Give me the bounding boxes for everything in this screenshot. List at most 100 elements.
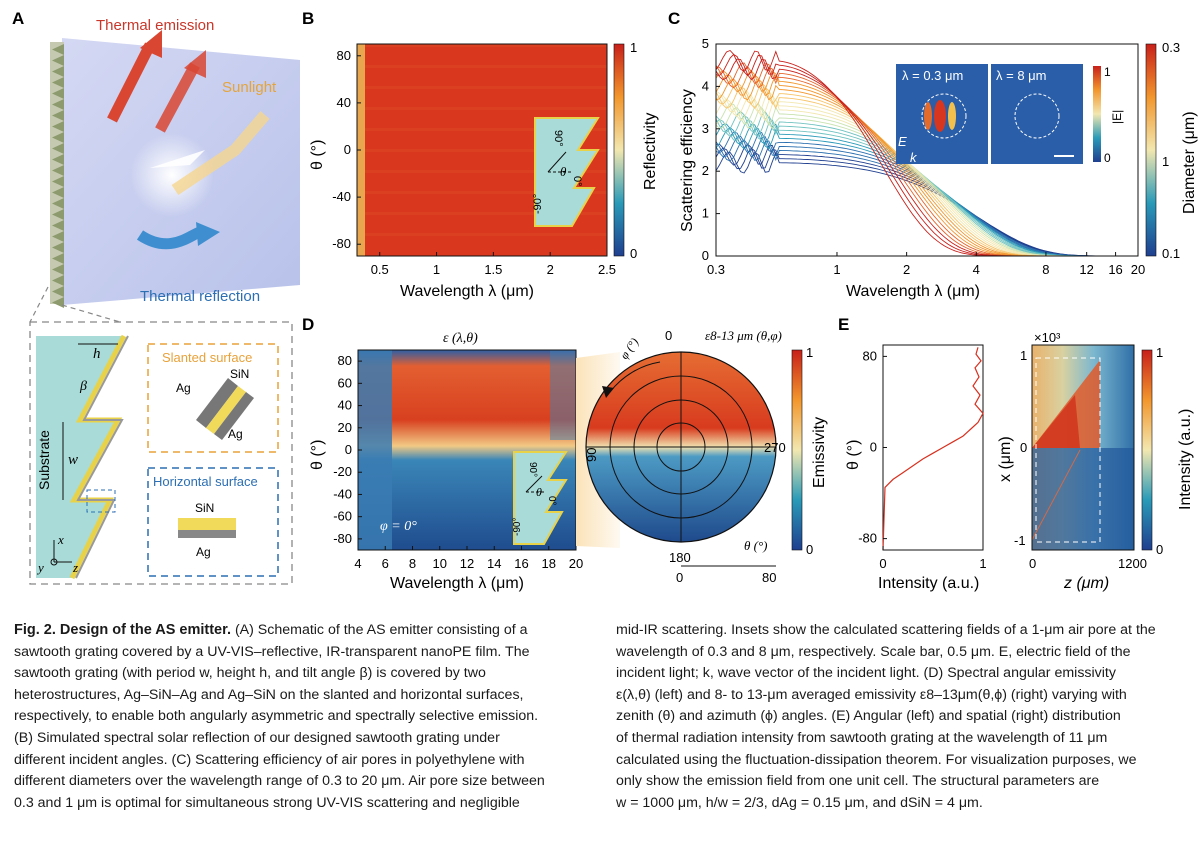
b-ytick-label-0: 80 xyxy=(337,48,351,63)
horizontal-ag-bar xyxy=(178,530,236,538)
panel-e-left-xlabel: Intensity (a.u.) xyxy=(878,575,979,592)
panel-e-right-frame xyxy=(1031,344,1135,551)
h-label: h xyxy=(93,346,101,362)
substrate-label: Substrate xyxy=(36,430,52,490)
panel-e-right-xlabel: z (μm) xyxy=(1063,575,1109,592)
d-ytick-label-7: -60 xyxy=(333,509,352,524)
c-xtick-label-3: 4 xyxy=(973,262,980,277)
inset-right-title: λ = 8 μm xyxy=(996,68,1046,83)
inset-left-pore xyxy=(921,93,967,139)
panel-c-cbar-tick-mid: 1 xyxy=(1162,154,1169,169)
axis-y-label: y xyxy=(36,560,44,575)
panel-b-ticks: 0.5 1 1.5 2 2.5 80 40 0 -40 -80 xyxy=(332,48,616,277)
caption-right-column: mid-IR scattering. Insets show the calcu… xyxy=(616,620,1184,814)
panel-b-ylabel: θ (°) xyxy=(309,140,326,170)
reflection-arrow-head xyxy=(196,222,220,246)
emissivity-map-left xyxy=(358,350,392,550)
b-stripe-0 xyxy=(365,44,607,47)
axis-x-label: x xyxy=(57,532,64,547)
c-xtick-label-4: 8 xyxy=(1042,262,1049,277)
thermal-emission-label: Thermal emission xyxy=(96,17,214,34)
polar-label-270: 270 xyxy=(764,440,786,455)
b-inset-zero: 0° xyxy=(571,176,583,187)
b-stripe-6 xyxy=(365,170,607,173)
c-ytick-label-4: 4 xyxy=(702,78,709,93)
b-stripe-7 xyxy=(365,191,607,194)
sunlight-label: Sunlight xyxy=(222,79,277,96)
inset-cbar-1: 1 xyxy=(1104,65,1111,79)
c-xtick-label-0: 0.3 xyxy=(707,262,725,277)
panel-d-colorbar xyxy=(791,349,803,551)
d-inset-neg90: -90° xyxy=(512,518,523,536)
slanted-ag-bar-2 xyxy=(214,392,254,440)
polar-plot xyxy=(585,351,777,543)
b-xtick-label-3: 2 xyxy=(547,262,554,277)
c-ytick-label-3: 3 xyxy=(702,121,709,136)
slanted-surface-label: Slanted surface xyxy=(162,350,252,365)
panel-letter-c: C xyxy=(668,9,680,28)
b-inset-90: 90° xyxy=(552,130,564,147)
emission-arrow-2 xyxy=(155,62,200,133)
slanted-sin-label: SiN xyxy=(230,367,249,381)
slanted-ag-label-2: Ag xyxy=(228,427,243,441)
c-curve-0 xyxy=(715,151,1138,257)
e-ytick-label-1: 0 xyxy=(870,440,877,455)
panel-d: ε (λ,θ) 90° -90° θ 0° φ = 0° 4 6 8 10 12 14 16… xyxy=(309,328,828,592)
panel-e-cbar-label: Intensity (a.u.) xyxy=(1177,409,1194,510)
b-ytick-label-1: 40 xyxy=(337,95,351,110)
d-inset-90: 90° xyxy=(527,462,538,477)
b-inset-neg90: -90° xyxy=(532,194,544,214)
panel-d-ylabel: θ (°) xyxy=(309,440,326,470)
caption-left-line-1: sawtooth grating covered by a UV-VIS–ref… xyxy=(14,643,530,660)
slanted-ag-bar-1 xyxy=(196,378,238,428)
reflectivity-stripes xyxy=(365,44,607,236)
panel-b-heatmap: 90° -90° θ 0° 0.5 1 1.5 2 2.5 80 40 0 -40 -80 Wav… xyxy=(309,40,659,300)
caption-left-line-0: Fig. 2. Design of the AS emitter. (A) Sc… xyxy=(14,620,582,642)
d-xtick-label-7: 18 xyxy=(542,556,556,571)
panel-letter-a: A xyxy=(12,9,24,28)
b-xtick-label-4: 2.5 xyxy=(598,262,616,277)
d-inset-theta: θ xyxy=(536,485,542,499)
w-label: w xyxy=(68,452,78,468)
panel-c-ylabel: Scattering efficiency xyxy=(679,89,696,232)
panel-e-colorbar xyxy=(1141,349,1153,551)
panel-d-ticks: 4 6 8 10 12 14 16 18 20 80 60 40 20 0 -20 -40 -60 -80 xyxy=(333,353,583,571)
panel-b-inset: 90° -90° θ 0° xyxy=(532,117,600,227)
sawtooth-edge xyxy=(50,42,64,308)
c-xtick-label-6: 16 xyxy=(1108,262,1122,277)
d-inset-zero: 0° xyxy=(546,496,557,506)
caption-right-line-1: wavelength of 0.3 and 8 μm, respectively… xyxy=(616,643,1131,660)
spatial-edge-line xyxy=(1031,449,1081,541)
polar-label-90: 90 xyxy=(584,448,599,462)
caption-right-line-4: zenith (θ) and azimuth (ϕ) angles. (E) A… xyxy=(616,708,1121,725)
c-ytick-label-0: 0 xyxy=(702,248,709,263)
d-xtick-label-0: 4 xyxy=(354,556,361,571)
e-xtick-label-0: 0 xyxy=(879,556,886,571)
panel-b-xlabel: Wavelength λ (μm) xyxy=(400,283,534,300)
intensity-line xyxy=(882,347,984,551)
horizontal-surface-label: Horizontal surface xyxy=(153,474,258,489)
phi-arrow-head xyxy=(602,386,614,398)
panel-e-right-ytick-neg1: -1 xyxy=(1014,533,1026,548)
caption-right-line-3: ε(λ,θ) (left) and 8- to 13-μm averaged e… xyxy=(616,686,1127,703)
polar-theta-tick-80: 80 xyxy=(762,570,776,585)
emissivity-map-right xyxy=(550,350,576,440)
d-ytick-label-2: 40 xyxy=(338,398,352,413)
b-ytick-label-3: -40 xyxy=(332,189,351,204)
spatial-hot-region xyxy=(1032,360,1100,448)
d-ytick-label-4: 0 xyxy=(345,442,352,457)
panel-letter-d: D xyxy=(302,315,314,334)
c-ytick-label-2: 2 xyxy=(702,163,709,178)
panel-letter-b: B xyxy=(302,9,314,28)
d-ytick-label-1: 60 xyxy=(338,375,352,390)
emission-arrow-head-1 xyxy=(140,30,162,58)
b-xtick-label-0: 0.5 xyxy=(371,262,389,277)
b-inset-theta: θ xyxy=(560,164,567,179)
sunlight-reflect xyxy=(171,111,270,195)
polar-label-0: 0 xyxy=(665,328,672,343)
spatial-cold-region xyxy=(1032,448,1134,550)
b-xtick-label-2: 1.5 xyxy=(484,262,502,277)
caption-right-line-2: incident light; k, wave vector of the in… xyxy=(616,665,1116,682)
